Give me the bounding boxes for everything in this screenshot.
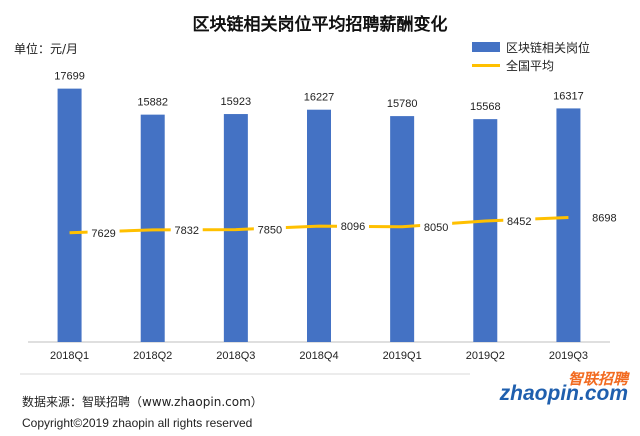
x-tick-2018Q2: 2018Q2 bbox=[133, 350, 172, 362]
x-tick-2018Q3: 2018Q3 bbox=[216, 350, 255, 362]
line-series-national-average bbox=[69, 215, 569, 235]
line-label-bg-2018Q4 bbox=[337, 220, 369, 234]
line-label-bg-2018Q1 bbox=[87, 226, 120, 240]
legend-item-line: 全国平均 bbox=[472, 56, 590, 74]
x-tick-2018Q1: 2018Q1 bbox=[50, 350, 89, 362]
line-label-bg-2019Q1 bbox=[420, 220, 453, 234]
chart-title: 区块链相关岗位平均招聘薪酬变化 bbox=[192, 15, 448, 35]
bar-2019Q3 bbox=[556, 108, 581, 342]
logo-en-text: zhaopin.com bbox=[499, 382, 628, 405]
line-label-2018Q1: 7629 bbox=[91, 228, 115, 240]
bar-2018Q2 bbox=[140, 114, 165, 343]
line-label-bg-2018Q2 bbox=[170, 223, 203, 237]
zhaopin-logo: 智联招聘 zhaopin.com bbox=[478, 368, 628, 408]
line-label-2019Q1: 8050 bbox=[424, 222, 448, 234]
line-label-2019Q3: 8698 bbox=[592, 212, 616, 224]
bar-label-2018Q3: 15923 bbox=[221, 96, 252, 108]
unit-label: 单位：元/月 bbox=[14, 42, 79, 56]
copyright-note: Copyright©2019 zhaopin all rights reserv… bbox=[22, 416, 253, 430]
line-label-bg-2019Q2 bbox=[503, 215, 536, 229]
legend-item-bar: 区块链相关岗位 bbox=[472, 38, 590, 56]
legend-label-bar: 区块链相关岗位 bbox=[506, 40, 591, 55]
bar-label-2018Q4: 16227 bbox=[304, 92, 335, 104]
source-note: 数据来源：智联招聘（www.zhaopin.com） bbox=[22, 395, 263, 409]
bar-2018Q1 bbox=[57, 88, 82, 342]
line-label-2019Q2: 8452 bbox=[507, 216, 531, 228]
x-tick-2019Q2: 2019Q2 bbox=[466, 350, 505, 362]
bar-label-2019Q2: 15568 bbox=[470, 101, 501, 113]
bar-2019Q2 bbox=[473, 119, 498, 342]
bar-label-2019Q3: 16317 bbox=[553, 90, 584, 102]
legend-swatch-bar bbox=[472, 42, 500, 52]
line-label-bg-2019Q3 bbox=[588, 211, 621, 225]
line-label-2018Q2: 7832 bbox=[174, 225, 198, 237]
line-label-2018Q4: 8096 bbox=[341, 221, 365, 233]
bar-label-2019Q1: 15780 bbox=[387, 98, 418, 110]
bar-label-2018Q1: 17699 bbox=[54, 71, 85, 83]
line-label-bg-2018Q3 bbox=[253, 223, 286, 237]
legend-swatch-line bbox=[472, 63, 500, 67]
x-tick-2019Q1: 2019Q1 bbox=[383, 350, 422, 362]
bar-label-2018Q2: 15882 bbox=[137, 97, 168, 109]
legend: 区块链相关岗位 全国平均 bbox=[472, 38, 590, 74]
x-tick-2019Q3: 2019Q3 bbox=[549, 350, 588, 362]
x-tick-2018Q4: 2018Q4 bbox=[299, 350, 338, 362]
bar-2019Q1 bbox=[390, 116, 415, 343]
logo-cn-text: 智联招聘 bbox=[567, 370, 628, 388]
legend-label-line: 全国平均 bbox=[506, 58, 555, 73]
line-label-2018Q3: 7850 bbox=[258, 225, 282, 237]
